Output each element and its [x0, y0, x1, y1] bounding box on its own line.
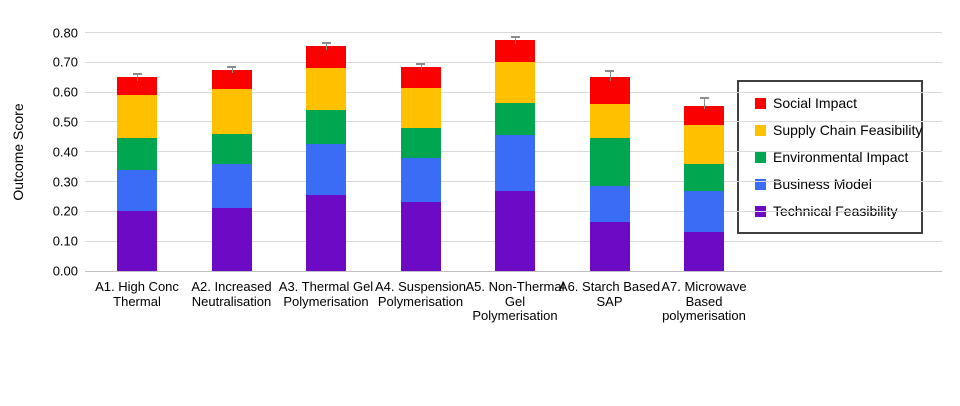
legend-item: Business Model — [755, 176, 921, 192]
legend-swatch — [755, 124, 766, 136]
y-axis-title: Outcome Score — [10, 103, 26, 201]
legend-swatch — [755, 97, 766, 109]
error-bar-cap — [510, 35, 520, 38]
bar-segment — [400, 127, 441, 158]
legend-label: Social Impact — [773, 95, 858, 111]
legend-item: Environmental Impact — [755, 149, 921, 165]
x-axis-category-label: A3. Thermal Gel Polymerisation — [278, 279, 374, 309]
bar-segment — [211, 69, 252, 90]
error-bar-cap — [321, 41, 331, 44]
y-tick-label: 0.40 — [52, 144, 78, 160]
legend-label: Environmental Impact — [773, 149, 909, 165]
bar-segment — [306, 144, 346, 195]
bar-segment — [589, 77, 630, 105]
error-bar-cap — [605, 70, 614, 73]
x-axis-category-label: A6. Starch Based SAP — [558, 279, 661, 309]
x-axis-category-label: A7. Microwave Based polymerisation — [661, 279, 747, 324]
y-tick-label: 0.60 — [52, 84, 78, 100]
error-bar-cap — [227, 65, 236, 68]
bar-segment — [211, 208, 252, 271]
bar-segment — [589, 104, 630, 139]
bar-segment — [400, 66, 441, 88]
bar-segment — [495, 190, 535, 271]
bar-segment — [684, 190, 724, 233]
legend-label: Supply Chain Feasibility — [773, 122, 923, 138]
y-tick-label: 0.50 — [52, 114, 78, 130]
bar-segment — [589, 221, 630, 271]
bar-segment — [306, 68, 346, 110]
bar-segment — [117, 169, 157, 212]
x-axis-baseline — [85, 270, 942, 272]
y-tick-label: 0.20 — [52, 203, 78, 219]
bar-segment — [684, 232, 724, 271]
error-bar-cap — [699, 97, 709, 100]
error-bar-stem — [515, 36, 516, 44]
error-bar-stem — [704, 98, 705, 110]
legend-swatch — [755, 151, 766, 163]
y-tick-label: 0.10 — [52, 233, 78, 249]
error-bar-stem — [609, 71, 611, 81]
bar-segment — [211, 89, 252, 134]
bar-segment — [306, 45, 346, 69]
bar-segment — [117, 95, 157, 139]
bar-segment — [400, 157, 441, 203]
x-axis-category-label: A2. Increased Neutralisation — [191, 279, 272, 309]
bar-segment — [684, 124, 724, 164]
bar-segment — [306, 194, 346, 271]
legend-swatch — [755, 178, 766, 190]
bar-segment — [211, 133, 252, 164]
bar-segment — [211, 163, 252, 209]
error-bar-stem — [420, 63, 422, 71]
error-bar-stem — [231, 66, 233, 74]
bar-segment — [684, 163, 724, 191]
y-tick-label: 0.80 — [52, 25, 78, 41]
bar-segment — [400, 87, 441, 128]
y-tick-label: 0.00 — [52, 263, 78, 279]
error-bar-stem — [137, 74, 138, 81]
y-tick-label: 0.30 — [52, 174, 78, 190]
bar-segment — [117, 138, 157, 170]
legend-label: Business Model — [773, 176, 872, 192]
error-bar-stem — [326, 42, 327, 50]
gridline — [85, 32, 942, 34]
legend-item: Social Impact — [755, 95, 921, 111]
x-axis-category-label: A4. Suspension Polymerisation — [374, 279, 467, 309]
bar-segment — [495, 39, 535, 63]
bar-segment — [117, 211, 157, 271]
y-tick-label: 0.70 — [52, 54, 78, 70]
legend-item: Supply Chain Feasibility — [755, 122, 923, 138]
x-axis-category-label: A1. High Conc Thermal — [95, 279, 179, 309]
bar-segment — [684, 105, 724, 125]
bar-segment — [495, 135, 535, 191]
error-bar-cap — [132, 73, 142, 76]
bar-segment — [117, 77, 157, 96]
bar-segment — [495, 102, 535, 136]
bar-segment — [495, 62, 535, 103]
bar-segment — [306, 110, 346, 145]
x-axis-category-label: A5. Non-Thermal Gel Polymerisation — [465, 279, 565, 324]
bar-segment — [400, 202, 441, 271]
bar-segment — [589, 186, 630, 222]
bar-segment — [589, 138, 630, 187]
error-bar-cap — [416, 62, 425, 65]
